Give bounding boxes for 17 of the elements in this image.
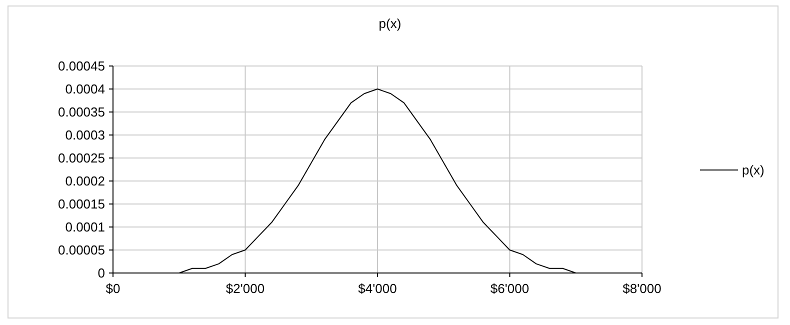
- y-tick-label: 0.0001: [65, 220, 105, 235]
- x-tick-label: $2'000: [226, 281, 265, 296]
- y-tick-label: 0: [98, 266, 105, 281]
- y-tick-label: 0.00025: [58, 150, 105, 166]
- y-tick-label: 0.00035: [58, 104, 105, 120]
- x-tick-label: $0: [106, 281, 120, 296]
- y-tick-label: 0.0002: [65, 174, 105, 189]
- y-tick-label: 0.0004: [65, 82, 105, 97]
- x-tick-label: $8'000: [622, 281, 662, 296]
- y-tick-label: 0.00045: [58, 58, 105, 74]
- y-tick-label: 0.00015: [58, 196, 105, 212]
- y-tick-label: 0.00005: [58, 242, 105, 258]
- chart-title: p(x): [378, 16, 402, 31]
- y-tick-label: 0.0003: [65, 128, 105, 143]
- x-tick-label: $6'000: [490, 281, 530, 296]
- legend-label: p(x): [742, 162, 764, 178]
- x-tick-label: $4'000: [358, 281, 397, 296]
